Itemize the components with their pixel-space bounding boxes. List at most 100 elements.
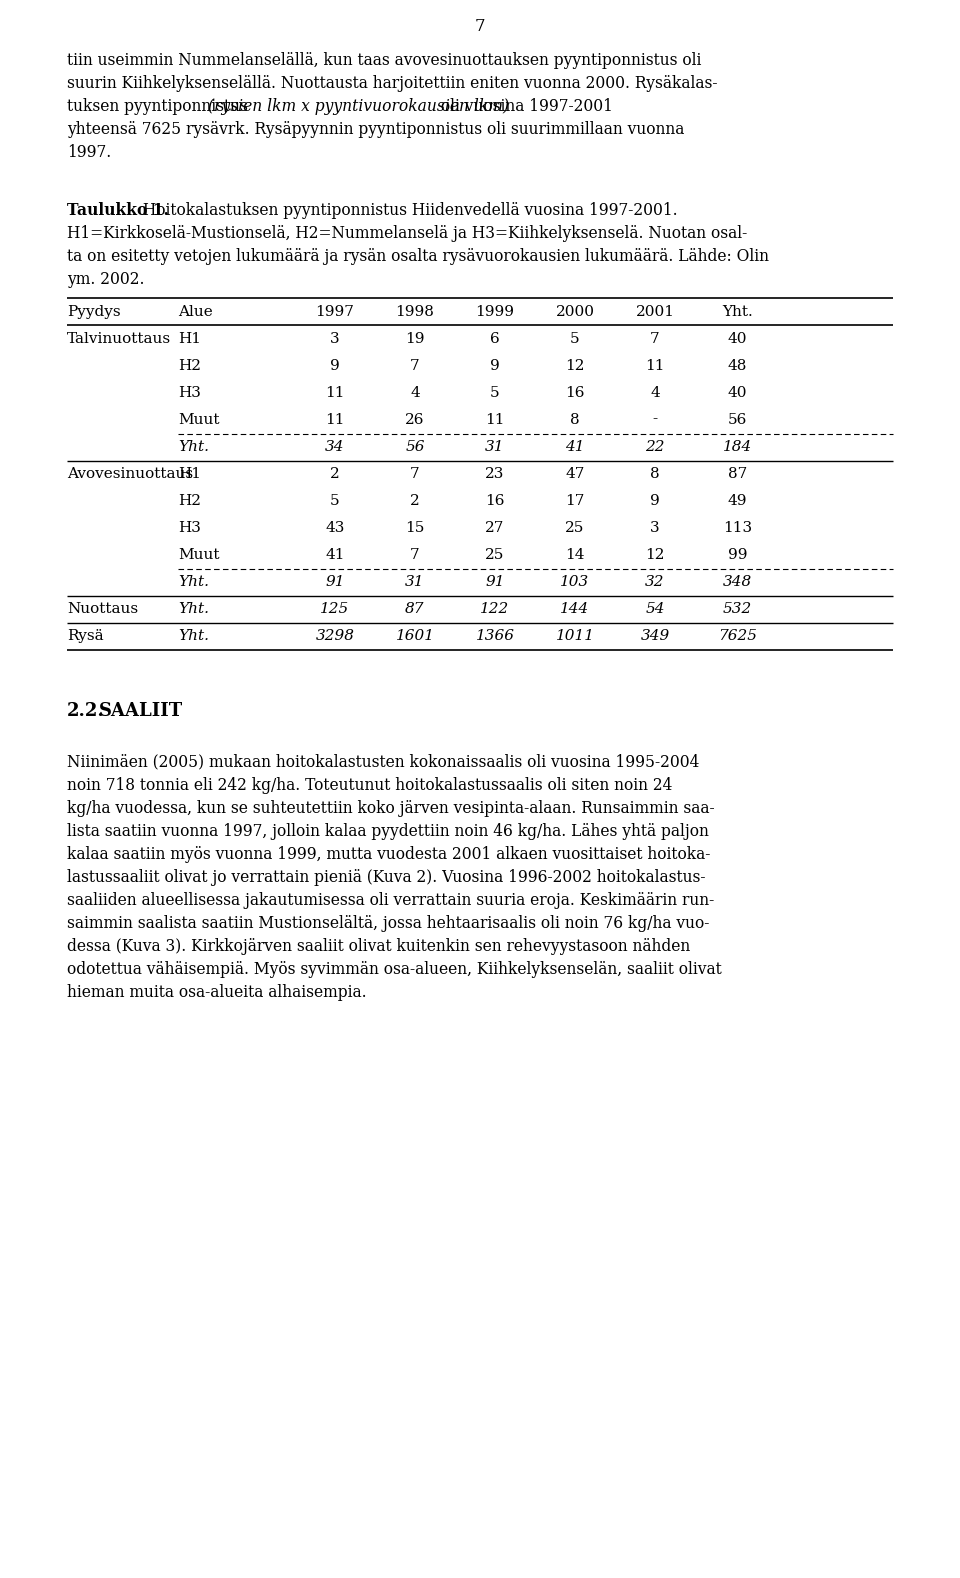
Text: odotettua vähäisempiä. Myös syvimmän osa-alueen, Kiihkelyksenselän, saaliit oliv: odotettua vähäisempiä. Myös syvimmän osa… [67, 961, 722, 977]
Text: 11: 11 [325, 412, 345, 426]
Text: 41: 41 [325, 548, 345, 562]
Text: 125: 125 [321, 601, 349, 615]
Text: 19: 19 [405, 331, 424, 346]
Text: 5: 5 [330, 494, 340, 508]
Text: 6: 6 [491, 331, 500, 346]
Text: 23: 23 [486, 467, 505, 480]
Text: 1998: 1998 [396, 305, 435, 319]
Text: 3: 3 [330, 331, 340, 346]
Text: Yht.: Yht. [722, 305, 753, 319]
Text: 87: 87 [405, 601, 424, 615]
Text: H1=Kirkkoselä-Mustionselä, H2=Nummelanselä ja H3=Kiihkelyksenselä. Nuotan osal-: H1=Kirkkoselä-Mustionselä, H2=Nummelanse… [67, 224, 747, 241]
Text: 27: 27 [486, 521, 505, 535]
Text: 12: 12 [645, 548, 664, 562]
Text: 32: 32 [645, 574, 664, 589]
Text: 7: 7 [410, 358, 420, 372]
Text: lastussaaliit olivat jo verrattain pieniä (Kuva 2). Vuosina 1996-2002 hoitokalas: lastussaaliit olivat jo verrattain pieni… [67, 868, 706, 885]
Text: 11: 11 [485, 412, 505, 426]
Text: noin 718 tonnia eli 242 kg/ha. Toteutunut hoitokalastussaalis oli siten noin 24: noin 718 tonnia eli 242 kg/ha. Toteutunu… [67, 776, 672, 794]
Text: 2.2.: 2.2. [67, 702, 105, 720]
Text: H2: H2 [178, 358, 201, 372]
Text: 2: 2 [410, 494, 420, 508]
Text: 7: 7 [650, 331, 660, 346]
Text: 22: 22 [645, 440, 664, 453]
Text: 4: 4 [650, 385, 660, 399]
Text: Yht.: Yht. [178, 601, 209, 615]
Text: 12: 12 [565, 358, 585, 372]
Text: Nuottaus: Nuottaus [67, 601, 138, 615]
Text: Alue: Alue [178, 305, 213, 319]
Text: 40: 40 [728, 331, 747, 346]
Text: 48: 48 [728, 358, 747, 372]
Text: 7625: 7625 [718, 628, 757, 642]
Text: 54: 54 [645, 601, 664, 615]
Text: Yht.: Yht. [178, 574, 209, 589]
Text: 5: 5 [570, 331, 580, 346]
Text: 122: 122 [480, 601, 510, 615]
Text: 8: 8 [570, 412, 580, 426]
Text: Muut: Muut [178, 548, 220, 562]
Text: 49: 49 [728, 494, 747, 508]
Text: Rysä: Rysä [67, 628, 104, 642]
Text: 3298: 3298 [316, 628, 354, 642]
Text: SAALIIT: SAALIIT [99, 702, 183, 720]
Text: 9: 9 [491, 358, 500, 372]
Text: 14: 14 [565, 548, 585, 562]
Text: (rysien lkm x pyyntivuorokausien lkm): (rysien lkm x pyyntivuorokausien lkm) [208, 98, 510, 115]
Text: 40: 40 [728, 385, 747, 399]
Text: 7: 7 [474, 17, 486, 35]
Text: 16: 16 [565, 385, 585, 399]
Text: 1997.: 1997. [67, 144, 111, 161]
Text: 4: 4 [410, 385, 420, 399]
Text: Muut: Muut [178, 412, 220, 426]
Text: H2: H2 [178, 494, 201, 508]
Text: 11: 11 [325, 385, 345, 399]
Text: 5: 5 [491, 385, 500, 399]
Text: 26: 26 [405, 412, 424, 426]
Text: 47: 47 [565, 467, 585, 480]
Text: tiin useimmin Nummelanselällä, kun taas avovesinuottauksen pyyntiponnistus oli: tiin useimmin Nummelanselällä, kun taas … [67, 52, 702, 69]
Text: 41: 41 [565, 440, 585, 453]
Text: 1999: 1999 [475, 305, 515, 319]
Text: 91: 91 [485, 574, 505, 589]
Text: Yht.: Yht. [178, 440, 209, 453]
Text: saaliiden alueellisessa jakautumisessa oli verrattain suuria eroja. Keskimäärin : saaliiden alueellisessa jakautumisessa o… [67, 892, 714, 909]
Text: H3: H3 [178, 521, 201, 535]
Text: 11: 11 [645, 358, 664, 372]
Text: -: - [653, 412, 658, 426]
Text: 348: 348 [723, 574, 752, 589]
Text: H1: H1 [178, 331, 201, 346]
Text: 2: 2 [330, 467, 340, 480]
Text: 2000: 2000 [556, 305, 594, 319]
Text: 43: 43 [325, 521, 345, 535]
Text: 1601: 1601 [396, 628, 435, 642]
Text: 1997: 1997 [316, 305, 354, 319]
Text: 2001: 2001 [636, 305, 675, 319]
Text: 15: 15 [405, 521, 424, 535]
Text: saimmin saalista saatiin Mustionselältä, jossa hehtaarisaalis oli noin 76 kg/ha : saimmin saalista saatiin Mustionselältä,… [67, 915, 709, 931]
Text: Pyydys: Pyydys [67, 305, 121, 319]
Text: Niinimäen (2005) mukaan hoitokalastusten kokonaissaalis oli vuosina 1995-2004: Niinimäen (2005) mukaan hoitokalastusten… [67, 754, 700, 770]
Text: 25: 25 [565, 521, 585, 535]
Text: lista saatiin vuonna 1997, jolloin kalaa pyydettiin noin 46 kg/ha. Lähes yhtä pa: lista saatiin vuonna 1997, jolloin kalaa… [67, 822, 708, 839]
Text: 99: 99 [728, 548, 747, 562]
Text: Taulukko 1.: Taulukko 1. [67, 202, 169, 218]
Text: suurin Kiihkelyksenselällä. Nuottausta harjoitettiin eniten vuonna 2000. Rysäkal: suurin Kiihkelyksenselällä. Nuottausta h… [67, 76, 717, 92]
Text: 9: 9 [330, 358, 340, 372]
Text: tuksen pyyntiponnistus: tuksen pyyntiponnistus [67, 98, 252, 115]
Text: 1366: 1366 [475, 628, 515, 642]
Text: 56: 56 [728, 412, 747, 426]
Text: kg/ha vuodessa, kun se suhteutettiin koko järven vesipinta-alaan. Runsaimmin saa: kg/ha vuodessa, kun se suhteutettiin kok… [67, 800, 714, 816]
Text: H3: H3 [178, 385, 201, 399]
Text: 87: 87 [728, 467, 747, 480]
Text: 7: 7 [410, 548, 420, 562]
Text: oli vuosina 1997-2001: oli vuosina 1997-2001 [436, 98, 612, 115]
Text: 8: 8 [650, 467, 660, 480]
Text: 532: 532 [723, 601, 752, 615]
Text: 34: 34 [325, 440, 345, 453]
Text: Avovesinuottaus: Avovesinuottaus [67, 467, 193, 480]
Text: ta on esitetty vetojen lukumäärä ja rysän osalta rysävuorokausien lukumäärä. Läh: ta on esitetty vetojen lukumäärä ja rysä… [67, 248, 769, 265]
Text: Hoitokalastuksen pyyntiponnistus Hiidenvedellä vuosina 1997-2001.: Hoitokalastuksen pyyntiponnistus Hiidenv… [138, 202, 678, 218]
Text: 31: 31 [405, 574, 424, 589]
Text: 31: 31 [485, 440, 505, 453]
